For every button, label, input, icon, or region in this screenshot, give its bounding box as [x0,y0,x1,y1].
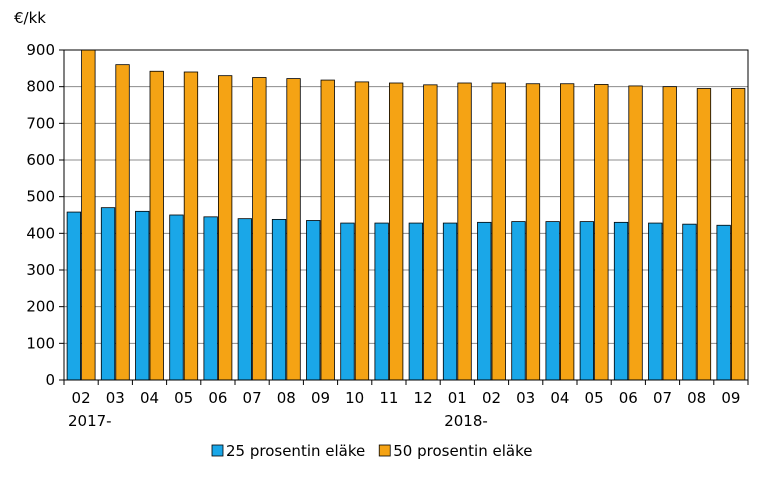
y-tick-label: 800 [26,78,55,96]
bar-series1 [306,220,321,381]
legend-swatch [378,444,391,457]
x-tick-label: 11 [379,389,398,407]
bar-series2 [149,70,164,381]
bar-series2 [217,75,233,381]
bar-series2 [594,84,609,381]
bar-series2 [491,82,506,381]
bar-series2 [115,64,130,381]
bar-series2 [183,71,199,381]
y-tick-label: 400 [26,224,55,242]
bar-series2 [560,83,575,381]
bar-series1 [442,222,458,381]
x-tick-label: 08 [687,389,706,407]
legend-label: 25 prosentin eläke [226,442,365,460]
bar-series2 [388,82,404,381]
x-group-label: 2017- [68,412,112,430]
y-tick-label: 200 [26,298,55,316]
x-tick-label: 03 [106,389,125,407]
bar-series2 [457,82,472,381]
bar-series2 [286,78,301,381]
y-tick-label: 100 [26,334,55,352]
bar-series2 [525,83,541,381]
bar-series2 [252,77,267,381]
bar-series1 [511,221,526,381]
x-tick-label: 03 [516,389,535,407]
bar-series1 [100,207,116,381]
y-tick-label: 500 [26,188,55,206]
x-tick-label: 01 [448,389,467,407]
bar-series1 [237,218,253,381]
x-tick-label: 05 [585,389,604,407]
legend: 25 prosentin eläke 50 prosentin eläke [211,442,532,460]
bar-series1 [579,221,594,381]
x-tick-label: 06 [208,389,227,407]
bar-series2 [320,79,335,381]
y-tick-label: 900 [26,41,55,59]
bar-series1 [271,218,287,381]
bar-series2 [423,84,438,381]
x-tick-label: 05 [174,389,193,407]
bar-series1 [648,222,663,381]
bar-series1 [545,221,560,381]
x-tick-label: 04 [140,389,159,407]
y-tick-label: 300 [26,261,55,279]
bar-series1 [135,210,150,381]
bar-series1 [340,222,355,381]
grid-lines [64,49,748,344]
x-tick-label: 07 [243,389,262,407]
axes: 0 100 200 300 400 500 600 700 800 900 02 03 04 05 06 07… [26,41,749,430]
x-tick-label: 12 [414,389,433,407]
y-tick-label: 0 [45,371,55,389]
bar-series1 [682,223,697,381]
y-tick-label: 700 [26,114,55,132]
bar-series1 [613,221,629,381]
x-group-label: 2018- [444,412,488,430]
bar-series1 [716,224,731,381]
y-axis-label: €/kk [14,9,46,27]
x-tick-label: 10 [345,389,364,407]
bar-series1 [203,216,218,381]
bar-series1 [169,214,184,381]
bar-series1 [477,221,492,381]
legend-swatch [211,444,224,457]
x-tick-label: 09 [311,389,330,407]
x-tick-label: 07 [653,389,672,407]
bar-series1 [408,222,424,381]
legend-label: 50 prosentin eläke [393,442,532,460]
bar-series2 [81,49,96,381]
bar-series2 [354,81,370,381]
x-tick-label: 09 [721,389,740,407]
plot-frame [63,49,749,381]
bar-series2 [628,85,643,381]
x-tick-label: 04 [550,389,569,407]
bar-series2 [731,88,746,381]
bars [66,49,746,381]
x-tick-label: 02 [482,389,501,407]
y-tick-label: 600 [26,151,55,169]
x-tick-label: 06 [619,389,638,407]
bar-series2 [662,86,677,381]
x-tick-label: 02 [72,389,91,407]
bar-series2 [696,88,712,381]
bar-series1 [374,222,389,381]
x-tick-label: 08 [277,389,296,407]
bar-series1 [66,211,81,381]
